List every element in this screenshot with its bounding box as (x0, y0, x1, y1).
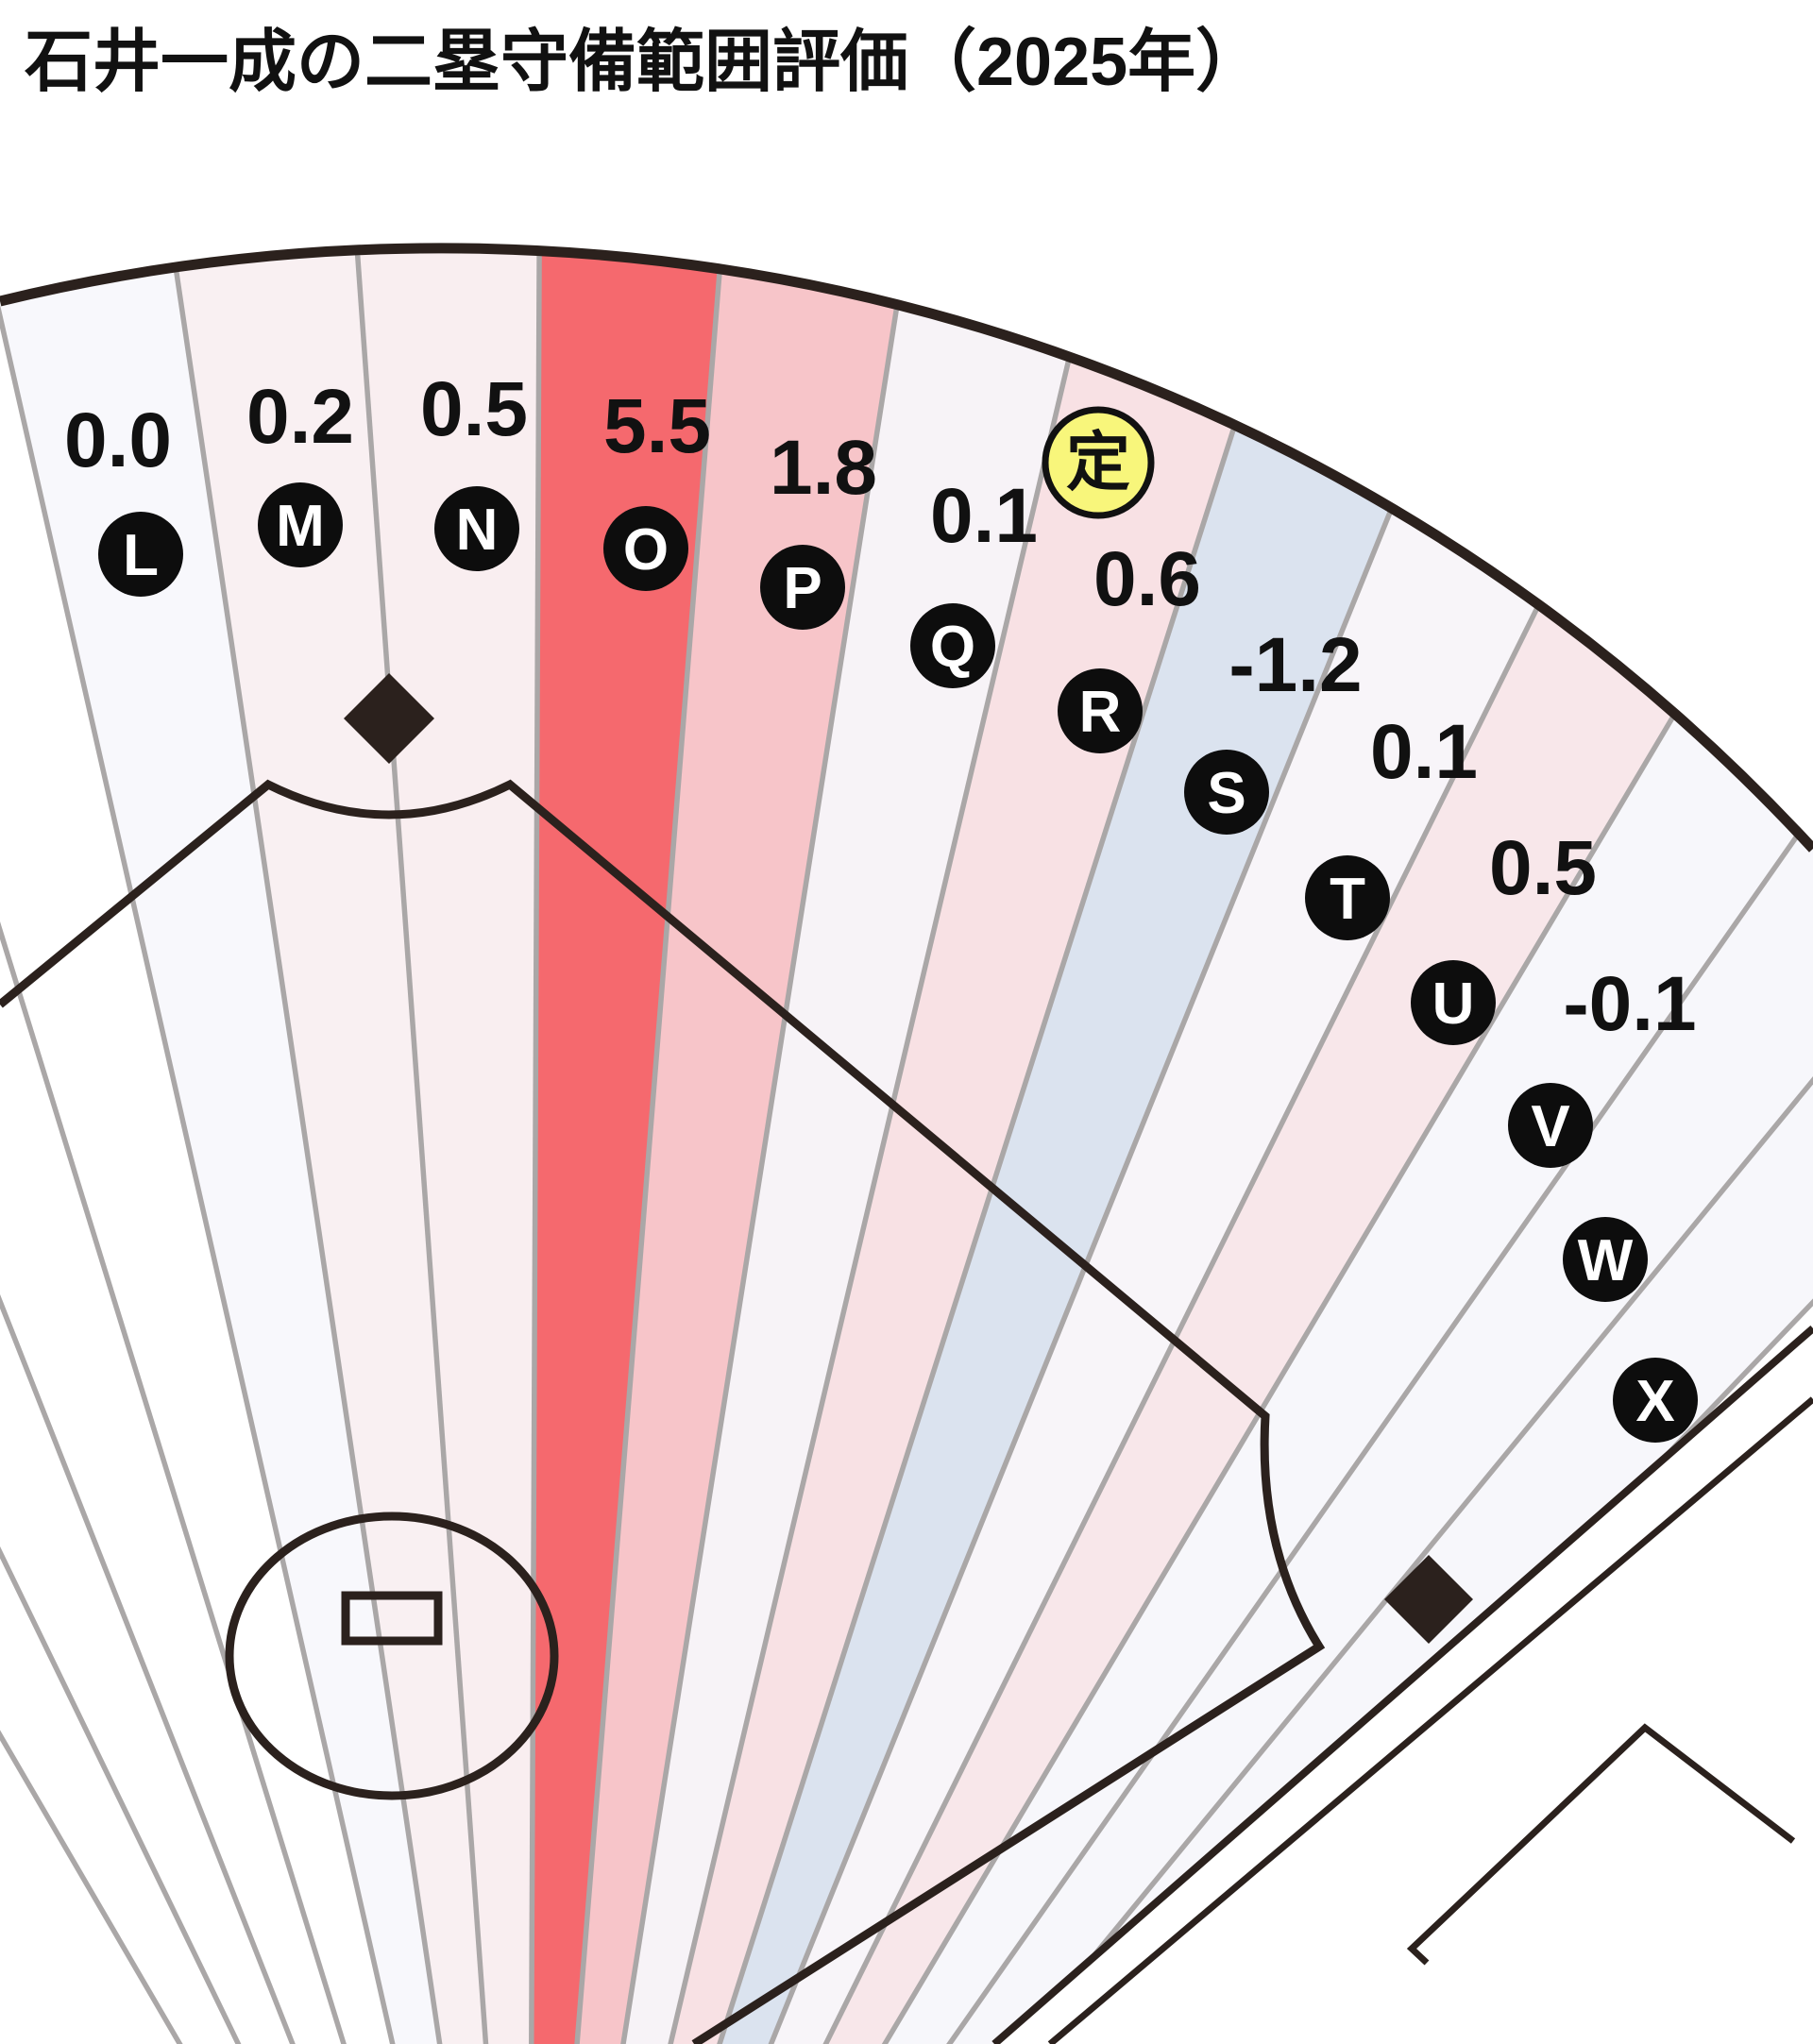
sector-letter-Q: Q (930, 615, 975, 680)
foul-territory-boundary-line (1047, 1396, 1813, 2044)
regular-position-badge (1042, 406, 1155, 519)
sector-boundary-line (0, 304, 396, 2044)
sector-value-O: 5.5 (603, 383, 711, 469)
sector-letter-M: M (276, 494, 325, 559)
sector-Q (622, 304, 1070, 2044)
sector-badge-N (434, 486, 519, 571)
infield-grass-outline (0, 779, 1326, 2044)
sector-boundary-line (0, 1293, 296, 2044)
sector-badge-O (603, 506, 688, 591)
sector-boundary-line (173, 266, 443, 2044)
sector-boundary-line (620, 304, 900, 2044)
sector-value-S: -1.2 (1228, 622, 1362, 708)
sector-letter-U: U (1432, 971, 1475, 1037)
sector-letter-X: X (1635, 1369, 1674, 1434)
page-title: 石井一成の二塁守備範囲評価（2025年） (25, 25, 1264, 100)
sector-badge-M (258, 482, 343, 567)
sector-letter-P: P (783, 556, 822, 621)
sector-boundary-line (574, 268, 723, 2044)
sector-value-R: 0.6 (1093, 536, 1201, 622)
sector-value-M: 0.2 (246, 374, 354, 460)
sector-badge-L (98, 512, 183, 597)
sector-P (577, 269, 898, 2044)
sector-value-L: 0.0 (64, 397, 172, 483)
sector-value-V: -0.1 (1563, 961, 1696, 1047)
second-base-marker (344, 673, 434, 764)
sector-badge-P (760, 545, 845, 630)
sector-boundary-line (354, 249, 489, 2044)
sector-boundary-line (768, 507, 1395, 2044)
sector-letter-R: R (1079, 680, 1122, 745)
sector-value-Q: 0.1 (930, 473, 1038, 559)
coach-box-outline (1406, 1723, 1796, 1966)
sector-badge-Q (910, 603, 995, 688)
sector-badge-T (1305, 855, 1390, 940)
sector-boundary-line (0, 1546, 242, 2044)
sector-letter-L: L (123, 523, 159, 588)
sector-value-N: 0.5 (420, 366, 528, 452)
sector-V (885, 713, 1799, 2044)
sector-badge-X (1613, 1358, 1698, 1443)
sector-badge-V (1508, 1083, 1593, 1168)
sector-boundary-line (717, 424, 1238, 2044)
right-field-foul-line (991, 1325, 1813, 2044)
sector-R (670, 357, 1235, 2044)
sector-letter-V: V (1531, 1094, 1569, 1159)
sector-badge-S (1184, 750, 1269, 835)
sector-L (0, 267, 440, 2044)
outfield-fence-arc (0, 243, 1813, 853)
sector-letter-T: T (1330, 867, 1365, 932)
pitcher-mound-circle (225, 1512, 559, 1800)
sector-letter-W: W (1578, 1228, 1634, 1293)
sector-boundary-line (822, 603, 1542, 2044)
sector-badge-R (1058, 668, 1143, 753)
sector-value-U: 0.5 (1489, 825, 1597, 911)
sector-boundary-line (1018, 1075, 1813, 2044)
sector-boundary-line (0, 921, 347, 2044)
sector-value-T: 0.1 (1370, 709, 1478, 795)
sector-boundary-line (668, 356, 1073, 2044)
sector-boundary-line (529, 250, 542, 2044)
sector-badge-U (1411, 960, 1496, 1045)
pitcher-rubber (341, 1591, 443, 1646)
sector-letter-S: S (1207, 761, 1245, 826)
sector-letter-N: N (456, 498, 499, 563)
sector-boundary-line (881, 712, 1678, 2044)
sector-badge-W (1563, 1217, 1648, 1302)
sector-O (531, 250, 720, 2044)
sector-value-P: 1.8 (770, 425, 877, 511)
regular-position-label: 定 (1066, 427, 1130, 498)
first-base-marker (1384, 1555, 1473, 1644)
sector-letter-O: O (623, 517, 669, 583)
